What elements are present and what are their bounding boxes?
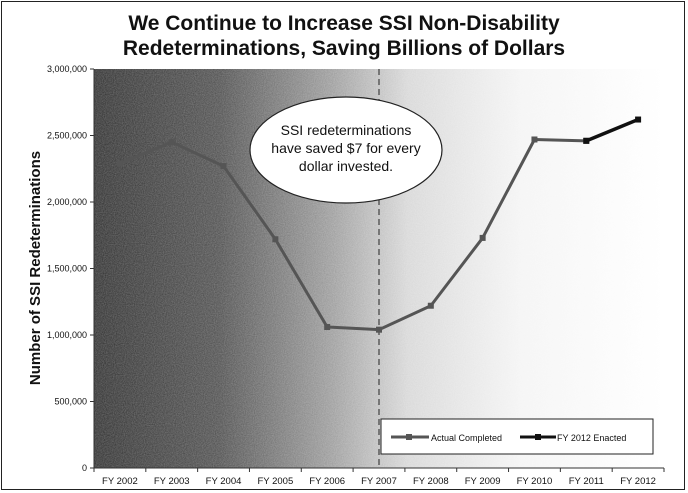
series-line-fy2012-enacted (585, 117, 639, 143)
x-axis-ticks: FY 2002 FY 2003 FY 2004 FY 2005 FY 2006 FY 20… (93, 468, 665, 487)
series-line-actual-completed (119, 137, 587, 332)
x-tick-label: FY 2012 (620, 476, 656, 487)
x-tick-label: FY 2011 (569, 476, 604, 487)
y-tick-label: 1,000,000 (47, 330, 87, 340)
legend-label-actual: Actual Completed (431, 433, 502, 443)
y-tick-label: 2,000,000 (47, 197, 87, 207)
y-tick-label: 500,000 (54, 397, 87, 407)
x-tick-label: FY 2010 (517, 476, 553, 487)
data-point (220, 163, 227, 170)
savings-callout: SSI redeterminations have saved $7 for e… (249, 96, 443, 204)
x-tick-label: FY 2004 (206, 476, 242, 487)
x-tick-label: FY 2003 (154, 476, 190, 487)
data-point (168, 139, 175, 146)
data-point (116, 160, 123, 167)
x-tick-label: FY 2009 (465, 476, 501, 487)
data-point (531, 136, 538, 143)
callout-line-1: SSI redeterminations (281, 122, 412, 138)
data-point (324, 324, 331, 331)
callout-line-2: have saved $7 for every (271, 140, 420, 156)
data-point (479, 234, 486, 241)
y-axis-label: Number of SSI Redeterminations (27, 151, 44, 385)
callout-ellipse (249, 96, 443, 204)
x-tick-label: FY 2005 (257, 476, 293, 487)
legend-marker-enacted (535, 434, 541, 440)
data-point (427, 302, 434, 309)
callout-line-3: dollar invested. (299, 158, 393, 174)
series-layer (116, 116, 642, 333)
data-point (635, 116, 642, 123)
x-tick-label: FY 2007 (361, 476, 397, 487)
data-point (583, 137, 590, 144)
chart-title-line-1: We Continue to Increase SSI Non-Disabili… (128, 12, 560, 35)
legend-label-enacted: FY 2012 Enacted (557, 433, 626, 443)
y-tick-label: 2,500,000 (47, 131, 87, 141)
legend: Actual Completed FY 2012 Enacted (380, 418, 654, 455)
legend-marker-actual (406, 434, 412, 440)
x-tick-label: FY 2002 (102, 476, 138, 487)
chart-title-line-2: Redeterminations, Saving Billions of Dol… (122, 37, 566, 60)
y-tick-label: 3,000,000 (47, 64, 87, 74)
y-tick-label: 1,500,000 (47, 264, 87, 274)
y-axis-ticks: 0 500,000 1,000,000 1,500,000 2,000,000 2,500… (47, 64, 94, 473)
x-tick-label: FY 2006 (309, 476, 345, 487)
data-point (272, 236, 279, 243)
data-point (376, 326, 382, 333)
x-tick-label: FY 2008 (413, 476, 449, 487)
y-tick-label: 0 (82, 463, 87, 473)
